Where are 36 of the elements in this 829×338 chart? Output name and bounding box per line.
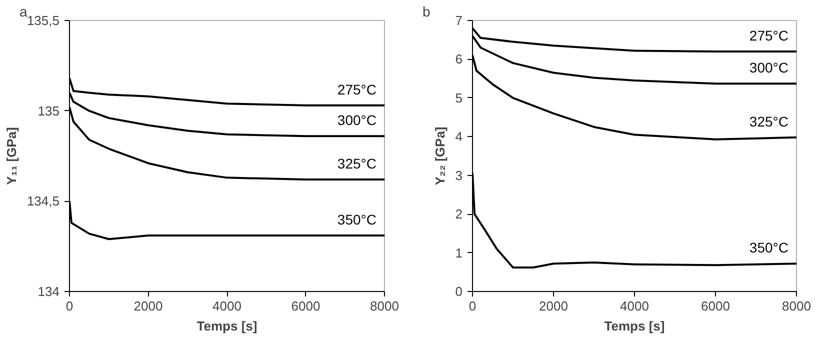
series-label: 300°C [749,60,789,76]
text: a [20,4,28,20]
y-tick-label: 135,5 [26,13,60,28]
y-tick-label: 135 [38,103,60,118]
x-tick-label: 6000 [291,298,320,314]
x-tick-label: 2000 [134,298,163,314]
y-tick-label: 4 [455,129,463,144]
y-tick-label: 6 [455,52,463,67]
x-tick-label: 4000 [620,298,649,314]
series-label: 350°C [337,211,377,228]
y-axis-title: Y₂₂ [GPa] [432,126,448,186]
y-tick-label: 134 [38,284,60,299]
y-tick-label: 3 [455,168,463,183]
series-label: 325°C [749,113,789,130]
y-tick-label: 7 [455,13,463,28]
y-tick-label: 1 [455,245,463,260]
y-tick-label: 5 [455,90,463,106]
x-axis-title: Temps [s] [604,318,665,334]
x-tick-label: 0 [468,298,476,314]
series-label: 275°C [337,81,377,98]
x-tick-label: 8000 [370,298,399,314]
x-axis-title: Temps [s] [196,318,258,334]
series-label: 300°C [337,112,377,128]
x-tick-label: 8000 [782,298,811,314]
x-tick-label: 0 [66,298,74,314]
y-tick-label: 2 [455,206,463,222]
series-label: 275°C [749,27,789,44]
y-axis-title: Y₁₁ [GPa] [4,127,19,185]
y-tick-label: 0 [455,284,463,299]
x-tick-label: 4000 [212,298,242,314]
x-tick-label: 2000 [539,298,568,314]
series-label: 350°C [749,240,789,256]
x-tick-label: 6000 [701,298,730,314]
y-tick-label: 134,5 [26,194,60,209]
text: b [422,4,430,20]
series-label: 325°C [337,155,377,172]
